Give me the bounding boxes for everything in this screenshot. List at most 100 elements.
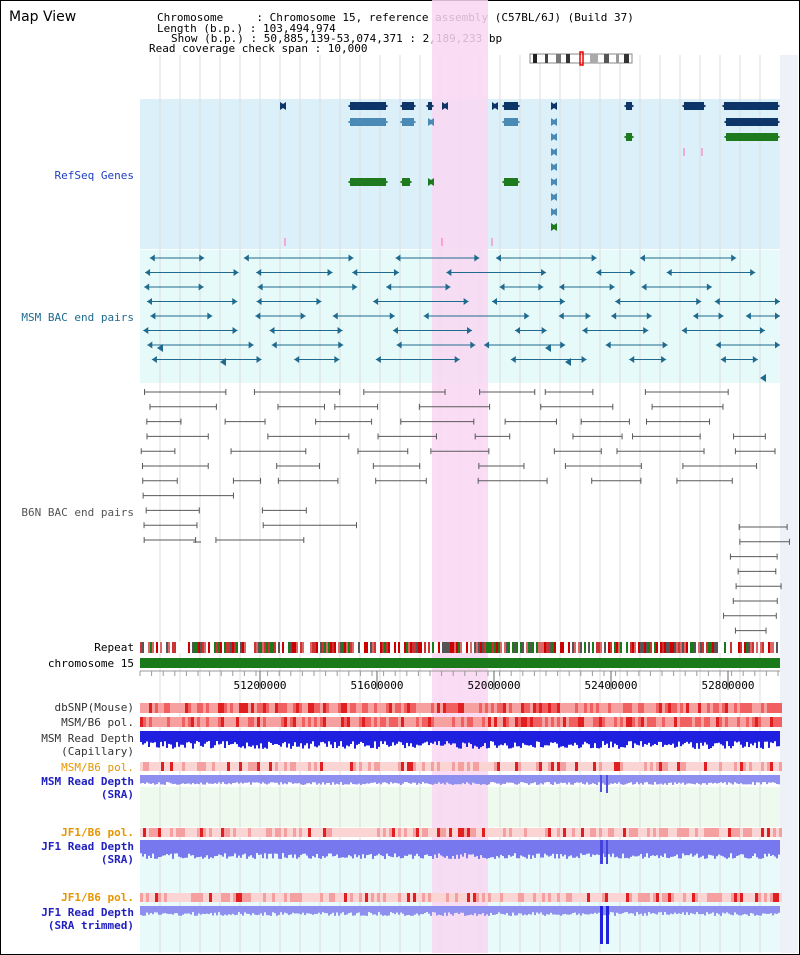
pol-cell bbox=[626, 893, 629, 902]
bac-end bbox=[207, 312, 213, 320]
pol-cell bbox=[509, 828, 512, 837]
depth-bar bbox=[266, 775, 268, 785]
depth-bar bbox=[338, 731, 340, 746]
depth-bar bbox=[358, 840, 360, 856]
pol-cell bbox=[221, 717, 224, 727]
depth-bar bbox=[660, 731, 662, 742]
pol-cell bbox=[509, 703, 512, 713]
depth-bar bbox=[500, 775, 502, 785]
pol-cell bbox=[230, 893, 233, 902]
repeat-mark bbox=[622, 642, 624, 653]
depth-bar bbox=[486, 731, 488, 749]
depth-bar bbox=[514, 731, 516, 743]
pol-cell bbox=[140, 893, 143, 902]
repeat-mark bbox=[666, 642, 668, 653]
pol-cell bbox=[470, 717, 473, 727]
depth-bar bbox=[300, 906, 302, 915]
pol-cell bbox=[668, 828, 671, 837]
depth-bar bbox=[450, 906, 452, 915]
pol-cell bbox=[605, 828, 608, 837]
depth-bar bbox=[430, 906, 432, 916]
pol-cell bbox=[284, 717, 287, 727]
pol-cell bbox=[761, 703, 764, 713]
gene-arrow bbox=[551, 148, 557, 156]
pol-cell bbox=[248, 893, 251, 902]
repeat-mark bbox=[348, 642, 350, 653]
depth-bar bbox=[230, 775, 232, 785]
depth-bar bbox=[344, 731, 346, 749]
depth-bar bbox=[528, 775, 530, 785]
pol-cell bbox=[200, 828, 203, 837]
pol-cell bbox=[401, 828, 404, 837]
bac-end bbox=[198, 283, 204, 291]
pol-cell bbox=[650, 828, 653, 837]
depth-bar bbox=[342, 775, 344, 785]
pol-cell bbox=[689, 762, 692, 771]
pol-cell bbox=[467, 828, 470, 837]
depth-bar bbox=[186, 775, 188, 784]
depth-bar bbox=[714, 775, 716, 783]
pol-cell bbox=[296, 828, 299, 837]
gene-exon bbox=[726, 133, 778, 141]
depth-bar bbox=[364, 731, 366, 747]
pol-cell bbox=[419, 762, 422, 771]
depth-bar bbox=[756, 906, 758, 915]
pol-cell bbox=[530, 717, 533, 727]
gene-arrow bbox=[724, 133, 730, 141]
pol-cell bbox=[602, 717, 605, 727]
pol-cell bbox=[590, 762, 593, 771]
depth-bar bbox=[292, 906, 294, 913]
depth-bar bbox=[146, 906, 148, 913]
pol-cell bbox=[245, 717, 248, 727]
pol-cell bbox=[308, 762, 311, 771]
pol-cell bbox=[695, 703, 698, 713]
depth-bar bbox=[304, 840, 306, 854]
pol-cell bbox=[770, 893, 773, 902]
pol-cell bbox=[140, 703, 143, 713]
pol-cell bbox=[635, 893, 638, 902]
depth-bar bbox=[388, 775, 390, 785]
depth-bar bbox=[712, 775, 714, 784]
depth-bar bbox=[362, 840, 364, 855]
depth-bar bbox=[598, 906, 600, 913]
pol-cell bbox=[491, 828, 494, 837]
repeat-mark bbox=[382, 642, 384, 653]
repeat-mark bbox=[660, 642, 662, 653]
depth-bar bbox=[288, 840, 290, 855]
depth-bar bbox=[534, 906, 536, 916]
depth-bar bbox=[208, 840, 210, 859]
pol-cell bbox=[680, 828, 683, 837]
pol-cell bbox=[431, 717, 434, 727]
pol-cell bbox=[347, 828, 350, 837]
pol-cell bbox=[320, 828, 323, 837]
depth-bar bbox=[298, 775, 300, 784]
pol-cell bbox=[719, 762, 722, 771]
depth-bar bbox=[620, 775, 622, 785]
depth-bar bbox=[776, 840, 778, 859]
pol-cell bbox=[779, 762, 782, 771]
pol-cell bbox=[254, 762, 257, 771]
depth-bar bbox=[258, 840, 260, 855]
depth-bar bbox=[696, 775, 698, 783]
pol-cell bbox=[194, 893, 197, 902]
pol-cell bbox=[299, 828, 302, 837]
repeat-mark bbox=[454, 642, 456, 653]
depth-bar bbox=[288, 731, 290, 744]
pol-cell bbox=[449, 703, 452, 713]
depth-bar bbox=[538, 731, 540, 742]
pol-cell bbox=[287, 703, 290, 713]
pol-cell bbox=[686, 703, 689, 713]
depth-bar bbox=[744, 775, 746, 785]
pol-cell bbox=[176, 893, 179, 902]
depth-bar bbox=[236, 840, 238, 858]
depth-bar bbox=[234, 775, 236, 783]
pol-cell bbox=[758, 703, 761, 713]
pol-cell bbox=[254, 828, 257, 837]
depth-bar bbox=[568, 840, 570, 857]
pol-cell bbox=[200, 893, 203, 902]
pol-cell bbox=[233, 717, 236, 727]
pol-cell bbox=[215, 828, 218, 837]
depth-bar bbox=[544, 731, 546, 746]
pol-cell bbox=[320, 762, 323, 771]
